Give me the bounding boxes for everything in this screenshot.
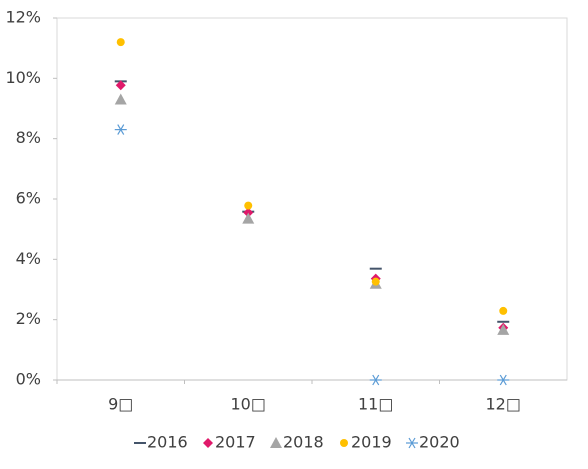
y-tick-label: 10% xyxy=(5,68,41,87)
legend-label: 2017 xyxy=(215,433,256,452)
marker xyxy=(203,438,213,448)
marker xyxy=(369,374,382,386)
marker xyxy=(371,277,380,286)
legend-label: 2018 xyxy=(283,433,324,452)
x-tick-label: 10□ xyxy=(231,395,266,414)
y-tick-label: 4% xyxy=(16,249,41,268)
x-tick-label: 11□ xyxy=(358,395,393,414)
marker xyxy=(244,201,253,210)
marker xyxy=(114,93,127,105)
x-tick-label: 12□ xyxy=(486,395,521,414)
marker xyxy=(499,306,508,315)
y-tick-label: 0% xyxy=(16,370,41,389)
marker xyxy=(497,323,510,335)
y-tick-label: 8% xyxy=(16,128,41,147)
marker xyxy=(497,374,510,386)
marker xyxy=(116,38,125,47)
marker-stroke xyxy=(408,437,416,449)
legend-label: 2020 xyxy=(419,433,460,452)
y-tick-label: 2% xyxy=(16,309,41,328)
marker xyxy=(242,212,255,224)
y-tick-label: 6% xyxy=(16,189,41,208)
marker xyxy=(270,437,282,448)
marker xyxy=(115,80,126,91)
legend-label: 2016 xyxy=(147,433,188,452)
y-tick-label: 12% xyxy=(5,8,41,27)
marker xyxy=(340,439,348,447)
marker xyxy=(243,207,254,218)
x-tick-label: 9□ xyxy=(108,395,133,414)
marker-stroke xyxy=(499,374,507,386)
marker xyxy=(406,437,418,449)
legend-label: 2019 xyxy=(351,433,392,452)
marker-stroke xyxy=(372,374,380,386)
marker xyxy=(114,124,127,135)
plot-frame xyxy=(56,17,568,381)
marker-stroke xyxy=(117,124,125,135)
